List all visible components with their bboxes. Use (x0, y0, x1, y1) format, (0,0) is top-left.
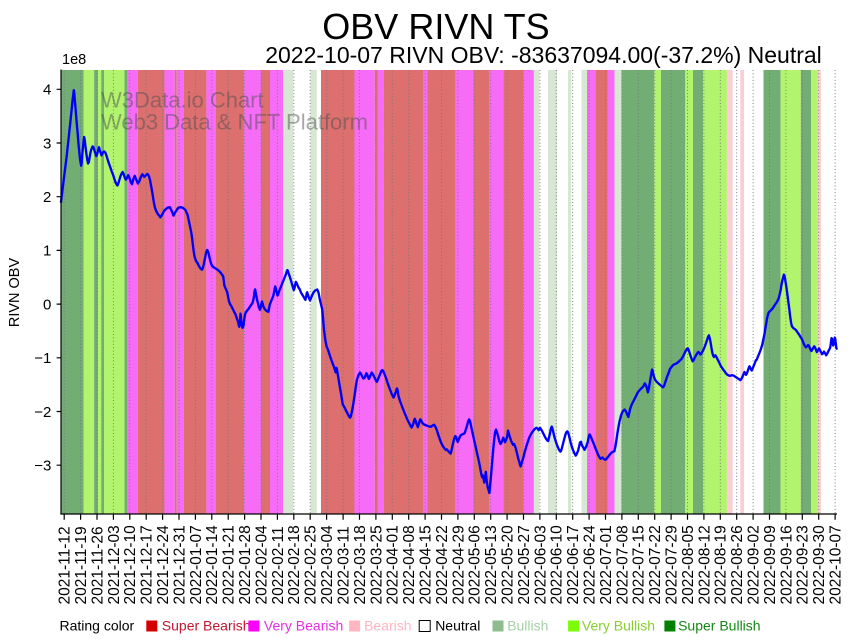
svg-text:2022-08-26: 2022-08-26 (729, 525, 746, 604)
svg-text:2022-01-07: 2022-01-07 (188, 525, 205, 604)
svg-text:Very Bullish: Very Bullish (582, 618, 655, 634)
svg-text:Super Bearish: Super Bearish (162, 618, 251, 634)
svg-text:2: 2 (43, 189, 51, 206)
svg-text:Rating color: Rating color (60, 618, 135, 634)
svg-text:Very Bearish: Very Bearish (264, 618, 343, 634)
svg-text:2022-04-29: 2022-04-29 (450, 525, 467, 604)
svg-text:2022-09-09: 2022-09-09 (762, 525, 779, 604)
svg-text:2021-12-03: 2021-12-03 (106, 525, 123, 604)
svg-text:2022-07-01: 2022-07-01 (598, 525, 615, 604)
svg-text:2021-11-19: 2021-11-19 (73, 526, 90, 604)
svg-text:2022-04-15: 2022-04-15 (418, 525, 435, 604)
svg-text:2022-07-29: 2022-07-29 (664, 525, 681, 604)
svg-text:2022-03-25: 2022-03-25 (368, 525, 385, 604)
svg-text:2022-05-20: 2022-05-20 (500, 525, 517, 605)
svg-text:2022-05-06: 2022-05-06 (467, 525, 484, 604)
svg-text:2022-06-03: 2022-06-03 (532, 525, 549, 604)
svg-text:2022-02-11: 2022-02-11 (270, 526, 287, 604)
svg-text:Web3 Data & NFT Platform: Web3 Data & NFT Platform (101, 110, 368, 135)
svg-text:−1: −1 (34, 350, 51, 367)
svg-text:2022-06-17: 2022-06-17 (565, 525, 582, 604)
svg-text:W3Data.io Chart: W3Data.io Chart (101, 88, 264, 113)
svg-text:2022-07-22: 2022-07-22 (647, 525, 664, 604)
svg-text:2022-01-14: 2022-01-14 (204, 525, 221, 605)
svg-text:2022-04-08: 2022-04-08 (401, 525, 418, 604)
svg-text:2022-03-11: 2022-03-11 (336, 526, 353, 604)
svg-text:2022-02-04: 2022-02-04 (253, 525, 270, 605)
svg-text:2022-10-07: 2022-10-07 (828, 525, 845, 604)
svg-text:2022-09-30: 2022-09-30 (811, 525, 828, 605)
svg-text:4: 4 (43, 82, 51, 99)
svg-text:2021-12-10: 2021-12-10 (122, 525, 139, 605)
svg-text:3: 3 (43, 135, 51, 152)
svg-text:2022-04-22: 2022-04-22 (434, 525, 451, 604)
svg-text:2022-09-23: 2022-09-23 (795, 525, 812, 604)
svg-text:−2: −2 (34, 404, 51, 421)
svg-text:2022-01-28: 2022-01-28 (237, 525, 254, 604)
svg-text:1: 1 (43, 243, 51, 260)
svg-text:2022-08-19: 2022-08-19 (713, 525, 730, 604)
svg-text:2022-09-16: 2022-09-16 (778, 525, 795, 604)
svg-text:2022-02-25: 2022-02-25 (303, 525, 320, 604)
svg-text:RIVN OBV: RIVN OBV (7, 258, 23, 328)
svg-text:OBV RIVN TS: OBV RIVN TS (322, 6, 549, 47)
svg-text:2021-11-26: 2021-11-26 (89, 526, 106, 604)
svg-text:Neutral: Neutral (435, 618, 480, 634)
svg-text:2021-11-12: 2021-11-12 (57, 526, 74, 604)
svg-text:1e8: 1e8 (62, 52, 86, 68)
svg-text:2022-09-02: 2022-09-02 (746, 525, 763, 604)
svg-text:2022-05-13: 2022-05-13 (483, 525, 500, 604)
svg-text:2021-12-17: 2021-12-17 (139, 525, 156, 604)
svg-text:Bearish: Bearish (364, 618, 411, 634)
svg-text:−3: −3 (34, 458, 51, 475)
svg-text:2022-02-18: 2022-02-18 (286, 525, 303, 604)
svg-text:0: 0 (43, 296, 51, 313)
svg-text:2022-01-21: 2022-01-21 (221, 525, 238, 604)
svg-text:2022-06-10: 2022-06-10 (549, 525, 566, 605)
svg-text:2022-08-05: 2022-08-05 (680, 525, 697, 604)
svg-text:Bullish: Bullish (507, 618, 548, 634)
svg-text:2021-12-31: 2021-12-31 (171, 525, 188, 604)
svg-text:2022-05-27: 2022-05-27 (516, 525, 533, 604)
svg-text:Super Bullish: Super Bullish (678, 618, 761, 634)
svg-text:2022-07-15: 2022-07-15 (631, 525, 648, 604)
svg-text:2022-08-12: 2022-08-12 (696, 525, 713, 604)
svg-text:2022-06-24: 2022-06-24 (582, 525, 599, 605)
svg-text:2022-03-18: 2022-03-18 (352, 525, 369, 604)
svg-text:2021-12-24: 2021-12-24 (155, 525, 172, 605)
svg-text:2022-07-08: 2022-07-08 (614, 525, 631, 604)
svg-text:2022-04-01: 2022-04-01 (385, 525, 402, 604)
svg-text:2022-03-04: 2022-03-04 (319, 525, 336, 605)
svg-text:2022-10-07 RIVN OBV: -83637094: 2022-10-07 RIVN OBV: -83637094.00(-37.2%… (265, 42, 822, 68)
